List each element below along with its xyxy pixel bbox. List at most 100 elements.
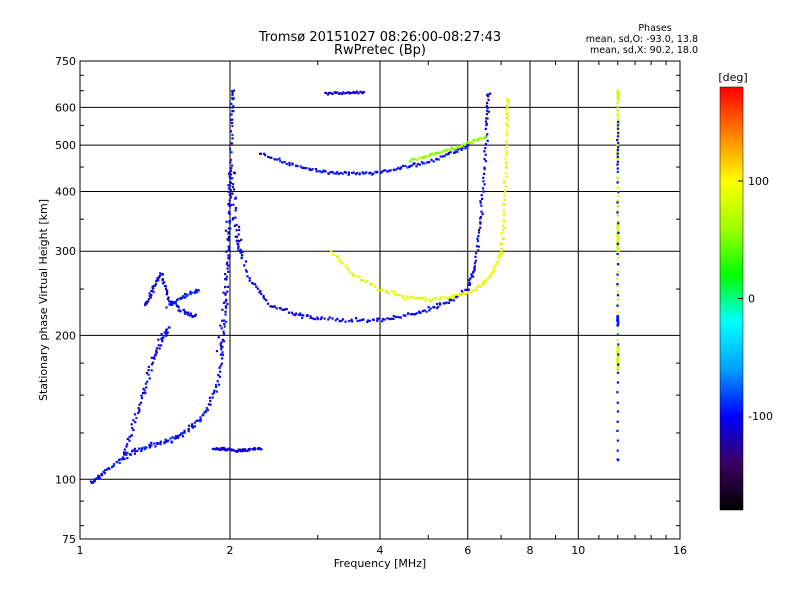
data-point	[616, 112, 619, 115]
data-point	[420, 156, 424, 159]
data-point	[358, 172, 361, 175]
data-point	[319, 317, 322, 321]
data-point	[240, 448, 243, 451]
data-point	[228, 222, 231, 225]
data-point	[155, 280, 158, 283]
data-point	[125, 453, 128, 456]
data-point	[385, 291, 388, 294]
data-point	[497, 259, 500, 262]
data-point	[424, 296, 427, 299]
data-point	[133, 452, 137, 455]
data-point	[397, 293, 401, 297]
data-point	[616, 283, 619, 286]
data-point	[230, 121, 234, 125]
x-tick-label: 1	[77, 544, 84, 557]
data-point	[353, 91, 356, 95]
data-point	[476, 139, 479, 142]
data-point	[617, 194, 620, 198]
y-axis-ticks: 75 100 200 300 400 500 600 750	[55, 55, 680, 546]
data-point	[193, 421, 196, 424]
data-point	[320, 171, 323, 174]
data-point	[368, 172, 371, 175]
data-point	[234, 197, 237, 200]
data-point	[334, 319, 337, 322]
data-point	[398, 316, 401, 319]
y-tick-label: 300	[55, 245, 76, 258]
data-point	[503, 194, 506, 197]
data-point	[140, 394, 143, 397]
data-point	[504, 167, 508, 170]
data-point	[159, 443, 162, 446]
data-point	[468, 142, 471, 145]
data-point	[486, 109, 489, 112]
data-point	[237, 246, 240, 249]
data-point	[214, 448, 217, 451]
data-point	[229, 176, 232, 179]
data-point	[229, 161, 232, 164]
data-point	[193, 314, 196, 317]
data-point	[416, 297, 419, 300]
data-point	[441, 150, 444, 153]
data-point	[480, 204, 483, 207]
data-point	[227, 245, 230, 248]
data-point	[617, 263, 620, 266]
data-point	[130, 423, 133, 426]
data-point	[341, 318, 345, 321]
data-point	[445, 153, 448, 156]
data-point	[481, 283, 484, 286]
data-point	[308, 168, 311, 171]
data-point	[476, 240, 480, 243]
data-point	[377, 317, 381, 320]
data-point	[179, 297, 182, 301]
data-point	[160, 337, 163, 341]
data-point	[616, 333, 619, 337]
data-point	[140, 447, 144, 450]
data-point	[480, 194, 483, 197]
data-point	[616, 201, 619, 204]
data-point	[228, 210, 231, 214]
data-point	[197, 289, 200, 292]
data-point	[395, 315, 398, 319]
data-point	[474, 288, 478, 291]
data-point	[215, 390, 219, 393]
data-point	[231, 164, 234, 167]
data-point	[491, 271, 494, 274]
data-point	[129, 453, 132, 456]
data-point	[204, 410, 207, 414]
data-point	[617, 359, 620, 362]
data-point	[616, 368, 619, 371]
data-point	[502, 179, 506, 182]
data-point	[616, 246, 619, 250]
data-point	[230, 449, 234, 452]
data-point	[231, 185, 234, 189]
data-point	[333, 253, 336, 256]
colorbar-tick-label: 0	[748, 293, 755, 306]
data-point	[616, 224, 620, 227]
data-point	[369, 171, 372, 174]
data-point	[230, 142, 233, 145]
data-point	[616, 228, 619, 231]
data-point	[149, 296, 152, 299]
data-point	[616, 214, 620, 217]
data-point	[218, 448, 221, 451]
data-point	[423, 309, 426, 312]
data-point	[227, 231, 230, 234]
data-point	[279, 159, 282, 163]
data-point	[504, 185, 507, 188]
data-point	[506, 106, 509, 109]
x-tick-label: 8	[527, 544, 534, 557]
data-point	[444, 150, 447, 153]
data-point	[156, 277, 159, 280]
data-point	[142, 387, 145, 390]
data-point	[347, 171, 351, 174]
data-point	[487, 276, 490, 279]
data-point	[225, 220, 228, 223]
data-point	[482, 180, 485, 183]
data-point	[148, 292, 151, 295]
data-point	[616, 135, 620, 138]
data-point	[199, 416, 202, 419]
data-point	[616, 170, 619, 173]
data-point	[234, 216, 237, 219]
data-point	[169, 303, 172, 306]
data-point	[189, 292, 192, 296]
